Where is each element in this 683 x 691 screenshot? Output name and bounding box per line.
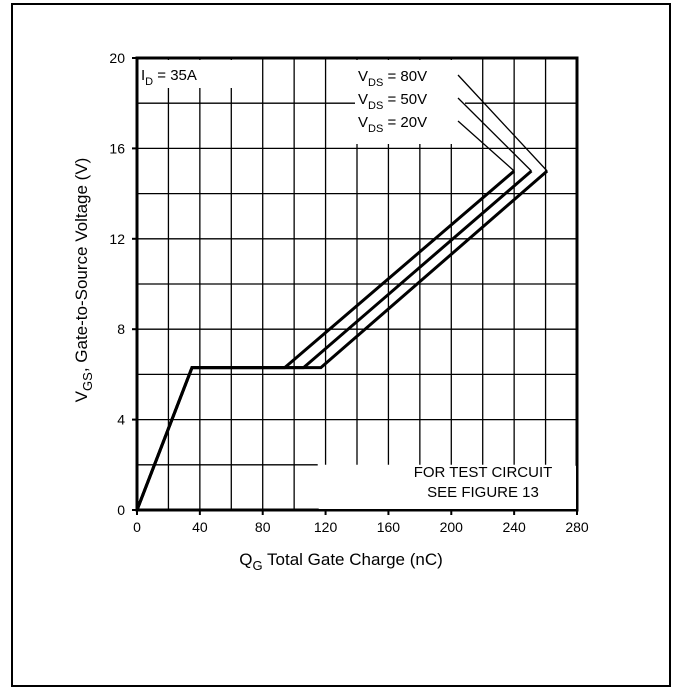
y-tick-label: 12 <box>109 231 125 247</box>
plot-area-border <box>135 56 579 512</box>
y-axis-title: VGS, Gate-to-Source Voltage (V) <box>72 158 95 403</box>
x-tick-label: 200 <box>440 519 464 535</box>
series-line-2 <box>135 169 533 511</box>
y-tick-label: 20 <box>109 50 125 66</box>
legend-background <box>355 60 465 144</box>
x-axis-title: QG Total Gate Charge (nC) <box>239 550 443 573</box>
note-line-1: FOR TEST CIRCUIT <box>414 464 553 481</box>
legend-leader-3 <box>457 120 515 172</box>
x-tick-label: 120 <box>314 519 338 535</box>
legend-leader-1 <box>457 74 548 172</box>
y-tick-label: 4 <box>117 412 125 428</box>
note-background <box>318 465 576 509</box>
legend-label-2: VDS = 50V <box>358 91 427 112</box>
x-tick-label: 0 <box>133 519 141 535</box>
condition-label-background <box>139 60 237 88</box>
x-tick-label: 160 <box>377 519 401 535</box>
y-tick-label: 0 <box>117 502 125 518</box>
series-line-3 <box>135 169 516 511</box>
legend-leader-2 <box>457 97 532 172</box>
legend-label-3: VDS = 20V <box>358 114 427 135</box>
legend-label-1: VDS = 80V <box>358 68 427 89</box>
x-tick-label: 80 <box>255 519 271 535</box>
condition-label: ID = 35A <box>141 67 197 88</box>
x-tick-label: 280 <box>565 519 589 535</box>
series-line-1 <box>135 169 549 511</box>
y-tick-label: 16 <box>109 140 125 156</box>
x-tick-label: 40 <box>192 519 208 535</box>
y-tick-label: 8 <box>117 321 125 337</box>
note-line-2: SEE FIGURE 13 <box>427 484 539 501</box>
figure-frame <box>11 3 671 687</box>
x-tick-label: 240 <box>502 519 526 535</box>
